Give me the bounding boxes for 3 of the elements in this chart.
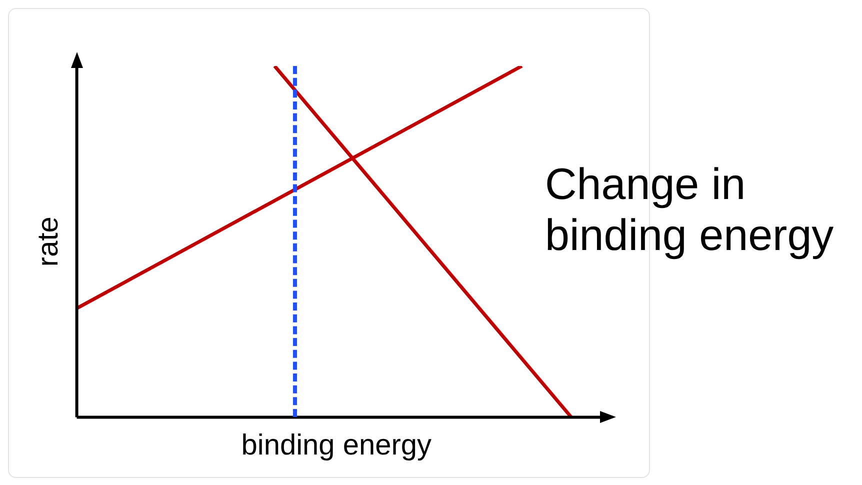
x-axis-title: binding energy — [241, 430, 432, 462]
y-axis-title: rate — [32, 216, 64, 267]
annotation: Change in binding energy — [545, 160, 835, 262]
